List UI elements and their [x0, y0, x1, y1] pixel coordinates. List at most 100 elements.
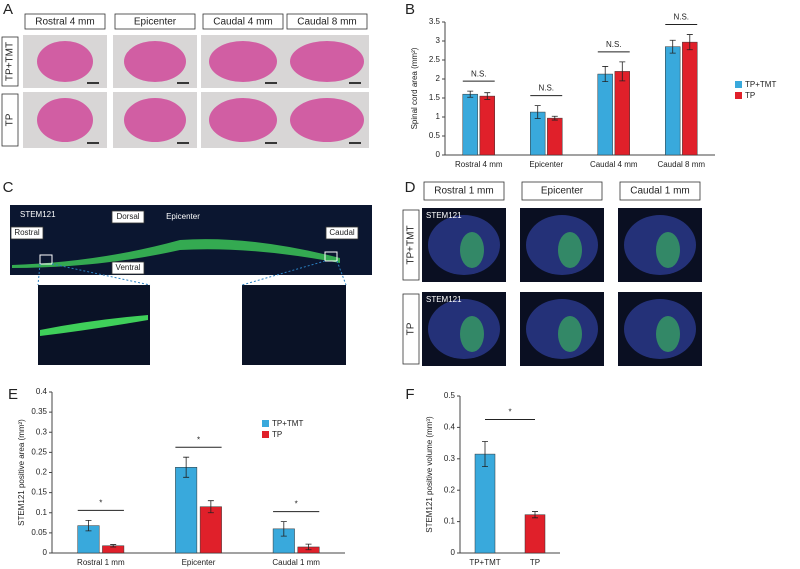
error-bar — [183, 456, 190, 478]
image-label: Epicenter — [166, 212, 200, 221]
column-label: Rostral 1 mm — [434, 186, 493, 197]
error-bar — [551, 115, 558, 121]
zoom-line — [51, 263, 151, 286]
y-tick-label: 0.1 — [36, 508, 48, 517]
row-label: TP+TMT — [406, 225, 417, 264]
label-box — [402, 293, 420, 365]
error-bar — [532, 511, 538, 519]
legend-swatch — [262, 420, 269, 427]
y-tick-label: 0.5 — [444, 391, 456, 400]
label-box — [286, 13, 368, 30]
y-tick-label: 0.2 — [36, 468, 48, 477]
row-label: TP+TMT — [5, 42, 16, 81]
legend-swatch — [735, 81, 742, 88]
stain-signal — [460, 232, 484, 268]
bar — [597, 73, 613, 156]
significance-label: N.S. — [471, 69, 487, 78]
row-label: TP — [5, 113, 16, 126]
error-bar — [619, 61, 626, 82]
bar — [524, 514, 546, 554]
bar — [665, 46, 681, 156]
error-bar — [85, 519, 92, 532]
stain-signal — [12, 239, 340, 268]
inset-image — [242, 285, 346, 365]
x-tick-label: Caudal 8 mm — [657, 160, 705, 169]
stain-signal — [40, 315, 148, 336]
column-label: Caudal 1 mm — [630, 186, 689, 197]
label-box — [1, 36, 19, 87]
bar — [199, 506, 222, 554]
y-tick-label: 2.5 — [429, 55, 441, 64]
x-tick-label: Rostral 4 mm — [455, 160, 503, 169]
bar — [175, 467, 198, 554]
zoom-line — [336, 260, 347, 286]
stain-signal — [460, 316, 484, 352]
legend-swatch — [262, 431, 269, 438]
x-tick-label: TP — [530, 558, 540, 567]
panel-letter: C — [3, 179, 14, 196]
bar — [547, 117, 563, 156]
error-bar — [280, 521, 287, 537]
error-bar — [110, 544, 117, 548]
error-bar — [484, 92, 491, 100]
column-label: Rostral 4 mm — [35, 17, 94, 28]
bar — [462, 93, 478, 156]
column-label: Epicenter — [134, 17, 177, 28]
bar — [474, 453, 496, 554]
significance-label: * — [99, 499, 102, 508]
label-box — [111, 210, 145, 224]
column-label: Caudal 8 mm — [297, 17, 356, 28]
y-axis-label: STEM121 positive area (mm²) — [17, 419, 26, 526]
bar — [614, 71, 630, 156]
significance-label: * — [508, 408, 511, 417]
panel-letter: A — [3, 1, 13, 18]
stain-signal — [558, 232, 582, 268]
error-bar — [602, 66, 609, 83]
bar — [479, 95, 495, 156]
zoom-line — [37, 263, 41, 286]
panel-letter: B — [405, 1, 415, 18]
panel-letter: F — [405, 386, 414, 403]
legend-swatch — [735, 92, 742, 99]
significance-label: N.S. — [538, 84, 554, 93]
y-axis-label: STEM121 positive volume (mm³) — [425, 416, 434, 533]
inset-marker — [39, 254, 53, 265]
tissue-section — [124, 41, 186, 82]
tissue-section — [209, 41, 277, 82]
x-tick-label: Rostral 1 mm — [77, 558, 125, 567]
error-bar — [467, 90, 474, 98]
y-tick-label: 0.15 — [31, 488, 47, 497]
label-box — [619, 181, 701, 201]
bar — [682, 41, 698, 156]
y-tick-label: 0 — [43, 548, 48, 557]
y-tick-label: 0.5 — [429, 131, 441, 140]
tissue-section — [124, 98, 186, 142]
error-bar — [305, 543, 312, 551]
x-tick-label: Caudal 1 mm — [272, 558, 320, 567]
y-tick-label: 0.35 — [31, 407, 47, 416]
image-label: STEM121 — [20, 210, 56, 219]
x-tick-label: Caudal 4 mm — [590, 160, 638, 169]
y-tick-label: 0.05 — [31, 528, 47, 537]
column-label: Caudal 4 mm — [213, 17, 272, 28]
stain-signal — [656, 316, 680, 352]
x-tick-label: TP+TMT — [469, 558, 500, 567]
stain-signal — [558, 316, 582, 352]
y-tick-label: 3.5 — [429, 17, 441, 26]
stain-label: STEM121 — [426, 211, 462, 220]
label-box — [24, 13, 106, 30]
y-tick-label: 1.5 — [429, 93, 441, 102]
y-tick-label: 0.3 — [444, 454, 456, 463]
tissue-section — [290, 98, 364, 142]
column-label: Epicenter — [541, 186, 584, 197]
label-box — [521, 181, 603, 201]
x-tick-label: Epicenter — [529, 160, 563, 169]
y-tick-label: 0.1 — [444, 517, 456, 526]
tissue-section — [37, 41, 93, 82]
significance-label: * — [295, 500, 298, 509]
label-box — [325, 226, 359, 240]
x-tick-label: Epicenter — [182, 558, 216, 567]
error-bar — [686, 34, 693, 51]
legend-label: TP — [272, 430, 282, 439]
